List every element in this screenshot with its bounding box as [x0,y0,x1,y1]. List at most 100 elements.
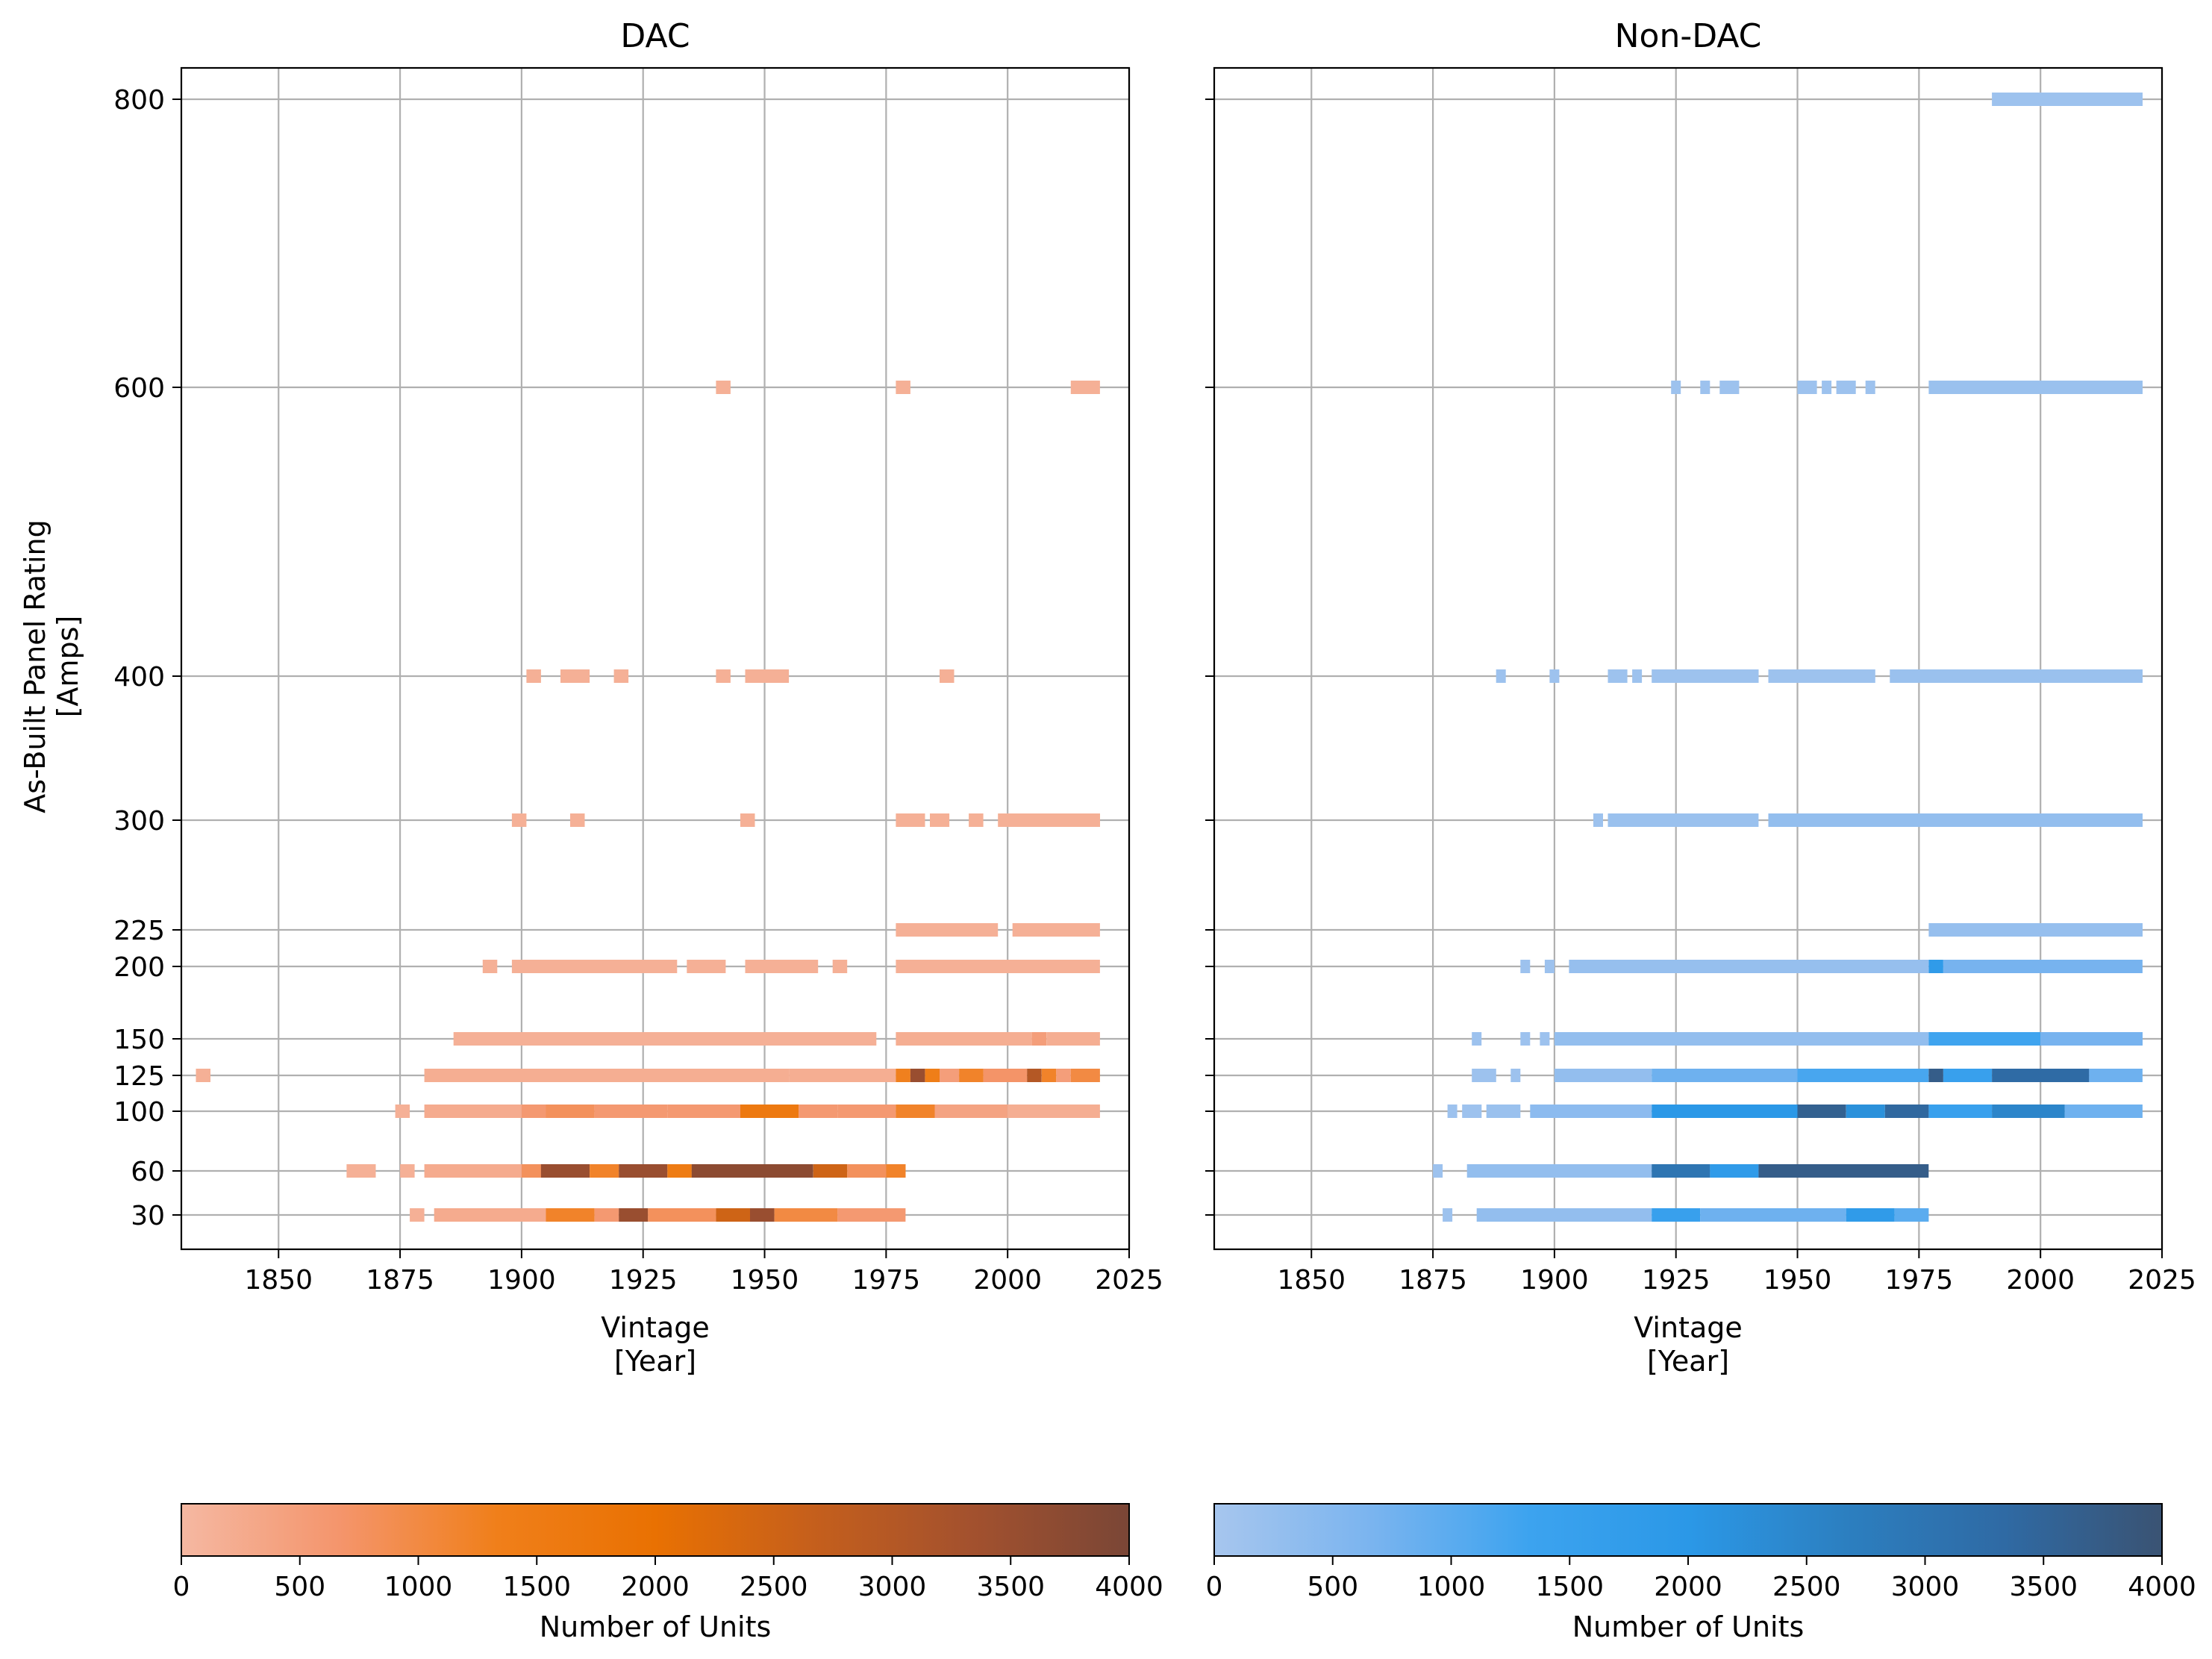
non-dac-cell-150-5 [2040,1032,2143,1046]
dac-cell-30-9 [837,1208,906,1222]
dac-cell-30-7 [750,1208,775,1222]
non-dac-cell-60-2 [1652,1164,1710,1178]
non-dac-cell-600-5 [1836,381,1856,394]
dac-y-tick-label-300: 300 [113,806,165,837]
dac-cell-60-3 [521,1164,541,1178]
non-dac-cell-400-3 [1632,669,1643,683]
dac-y-tick-label-600: 600 [113,373,165,404]
dac-y-axis-label: As-Built Panel Rating [19,519,51,813]
dac-colorbar-tick-label-3000: 3000 [858,1572,927,1602]
non-dac-colorbar-tick-label-2500: 2500 [1772,1572,1841,1602]
dac-cell-150-1 [896,1032,1032,1046]
dac-cell-100-2 [521,1105,546,1118]
dac-colorbar [181,1503,1130,1557]
dac-cell-300-3 [896,813,925,827]
non-dac-cell-600-0 [1671,381,1681,394]
dac-x-tick-label-2025: 2025 [1095,1265,1163,1296]
dac-cell-400-0 [526,669,541,683]
non-dac-cell-200-3 [1928,960,1943,973]
dac-cell-150-3 [1046,1032,1100,1046]
non-dac-cell-600-3 [1797,381,1817,394]
dac-colorbar-tick-label-4000: 4000 [1095,1572,1163,1602]
dac-cell-125-11 [1056,1069,1071,1082]
non-dac-cell-150-0 [1472,1032,1482,1046]
dac-cell-125-4 [910,1069,925,1082]
non-dac-panel: 1850 1875 1900 1925 1950 1975 2000 2025 Non-DAC… [1205,17,2196,1643]
dac-cell-400-3 [716,669,731,683]
non-dac-cell-30-2 [1652,1208,1701,1222]
dac-cell-60-6 [619,1164,668,1178]
dac-cell-600-1 [896,381,910,394]
dac-cell-225-0 [896,923,999,937]
dac-cell-100-1 [424,1105,522,1118]
non-dac-x-axis-unit: [Year] [1647,1345,1729,1378]
dac-y-axis-unit: [Amps] [51,616,84,718]
dac-cell-300-0 [511,813,527,827]
non-dac-x-tick-label-2025: 2025 [2128,1265,2196,1296]
non-dac-x-axis-label: Vintage [1634,1311,1743,1344]
dac-cell-100-8 [837,1105,896,1118]
non-dac-cell-125-5 [1928,1069,1943,1082]
dac-cell-125-7 [959,1069,984,1082]
non-dac-cell-125-0 [1472,1069,1496,1082]
dac-cell-400-1 [560,669,590,683]
non-dac-cell-100-0 [1447,1105,1458,1118]
non-dac-cell-400-4 [1652,669,1759,683]
non-dac-cell-100-6 [1846,1105,1885,1118]
dac-cell-200-1 [511,960,678,973]
non-dac-cell-60-4 [1758,1164,1929,1178]
dac-cell-125-6 [940,1069,960,1082]
non-dac-cell-30-4 [1846,1208,1895,1222]
dac-y-tick-label-200: 200 [113,952,165,983]
non-dac-y-ticks [1205,99,1214,1216]
dac-cell-125-10 [1041,1069,1057,1082]
dac-x-tick-label-1925: 1925 [609,1265,678,1296]
dac-cell-100-7 [799,1105,838,1118]
dac-x-tick-label-1850: 1850 [244,1265,313,1296]
non-dac-cell-100-10 [2064,1105,2143,1118]
dac-panel: 1850 1875 1900 1925 1950 1975 2000 2025 3060100… [19,17,1163,1643]
dac-y-ticks: 30 60 100 125 150 200 225 300 400 600 800 [113,85,181,1231]
non-dac-cell-150-2 [1540,1032,1550,1046]
non-dac-cell-60-1 [1466,1164,1652,1178]
non-dac-cell-125-1 [1510,1069,1521,1082]
dac-y-tick-label-125: 125 [113,1061,165,1092]
dac-x-tick-label-1975: 1975 [852,1265,921,1296]
non-dac-cell-30-0 [1443,1208,1453,1222]
dac-colorbar-tick-label-1500: 1500 [502,1572,571,1602]
dac-x-tick-label-1950: 1950 [731,1265,799,1296]
dac-plot-area [181,68,1129,1249]
non-dac-cell-150-1 [1520,1032,1531,1046]
dac-y-tick-label-100: 100 [113,1097,165,1128]
dac-cell-100-3 [546,1105,595,1118]
dac-colorbar-label: Number of Units [540,1610,772,1643]
non-dac-colorbar-tick-label-3500: 3500 [2009,1572,2078,1602]
dac-cell-100-11 [1007,1105,1100,1118]
non-dac-colorbar [1213,1503,2163,1557]
non-dac-colorbar-tick-label-4000: 4000 [2128,1572,2196,1602]
dac-y-tick-label-30: 30 [131,1201,165,1231]
dac-cell-60-8 [691,1164,813,1178]
non-dac-cell-125-7 [1992,1069,2090,1082]
non-dac-colorbar-tick-label-500: 500 [1307,1572,1358,1602]
dac-cell-300-4 [930,813,950,827]
dac-cell-125-0 [196,1069,210,1082]
non-dac-cell-100-4 [1652,1105,1798,1118]
dac-cell-100-9 [896,1105,935,1118]
non-dac-cell-300-2 [1768,813,2143,827]
dac-colorbar-tick-label-500: 500 [274,1572,325,1602]
non-dac-cell-200-1 [1544,960,1555,973]
non-dac-cell-300-1 [1608,813,1759,827]
non-dac-cell-30-3 [1700,1208,1846,1222]
dac-colorbar-tick-label-3500: 3500 [976,1572,1045,1602]
non-dac-x-tick-label-1875: 1875 [1399,1265,1467,1296]
dac-cell-60-7 [667,1164,692,1178]
dac-cell-30-3 [594,1208,619,1222]
non-dac-cell-400-0 [1496,669,1506,683]
dac-cell-60-11 [886,1164,906,1178]
non-dac-cell-60-0 [1433,1164,1443,1178]
non-dac-colorbar-tick-label-3000: 3000 [1891,1572,1960,1602]
non-dac-cell-300-0 [1593,813,1603,827]
non-dac-cell-600-7 [1928,381,2143,394]
